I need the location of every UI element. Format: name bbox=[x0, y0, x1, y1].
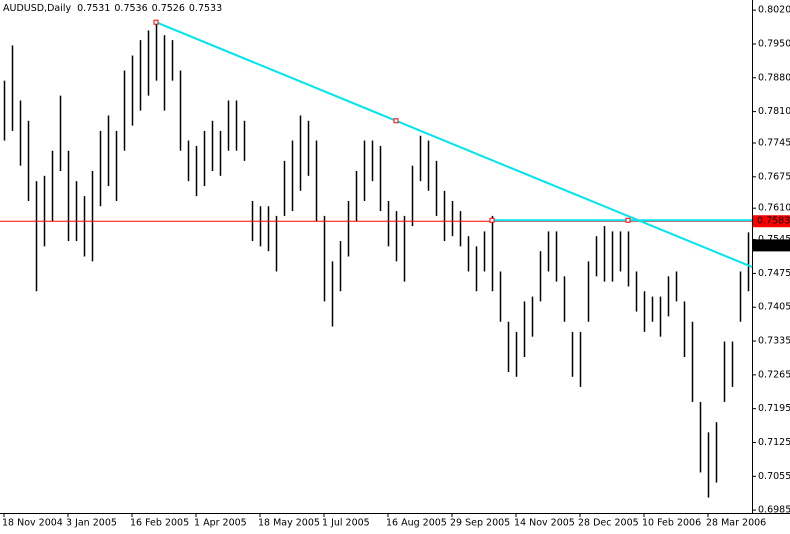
x-tick-label: 18 May 2005 bbox=[258, 518, 320, 529]
trendline-anchor bbox=[393, 118, 399, 124]
y-tick-label: 0.7335 bbox=[758, 336, 790, 347]
y-tick-label: 0.7405 bbox=[758, 302, 790, 313]
trendline-anchor bbox=[153, 19, 159, 25]
close-value: 0.7533 bbox=[189, 3, 222, 14]
hline-price-box bbox=[753, 215, 790, 228]
x-tick-label: 1 Jul 2005 bbox=[322, 518, 370, 529]
trendline-anchor bbox=[489, 217, 495, 223]
open-value: 0.7531 bbox=[77, 3, 110, 14]
x-tick-label: 10 Feb 2006 bbox=[642, 518, 701, 529]
x-tick-label: 3 Jan 2005 bbox=[66, 518, 117, 529]
low-value: 0.7526 bbox=[152, 3, 185, 14]
y-tick-label: 0.7880 bbox=[758, 72, 790, 83]
y-tick-label: 0.8020 bbox=[758, 5, 790, 16]
x-tick-label: 28 Dec 2005 bbox=[578, 518, 639, 529]
last-price-box-label: 0.7533 bbox=[757, 240, 790, 251]
y-tick-label: 0.7675 bbox=[758, 171, 790, 182]
x-tick-label: 1 Apr 2005 bbox=[194, 518, 247, 529]
chart-title: AUDUSD,Daily bbox=[3, 3, 72, 14]
y-tick-label: 0.7950 bbox=[758, 38, 790, 49]
y-tick-label: 0.6985 bbox=[758, 505, 790, 516]
x-tick-label: 14 Nov 2005 bbox=[514, 518, 575, 529]
y-tick-label: 0.7195 bbox=[758, 403, 790, 414]
x-tick-label: 29 Sep 2005 bbox=[450, 518, 510, 529]
x-tick-label: 16 Feb 2005 bbox=[130, 518, 189, 529]
x-tick-label: 16 Aug 2005 bbox=[386, 518, 447, 529]
y-tick-label: 0.7475 bbox=[758, 268, 790, 279]
y-tick-label: 0.7055 bbox=[758, 471, 790, 482]
x-tick-label: 28 Mar 2006 bbox=[706, 518, 766, 529]
last-price-box bbox=[753, 239, 790, 252]
trendline-anchor bbox=[625, 217, 631, 223]
y-tick-label: 0.7745 bbox=[758, 137, 790, 148]
y-tick-label: 0.7610 bbox=[758, 203, 790, 214]
trendline bbox=[155, 21, 753, 268]
x-tick-label: 18 Nov 2004 bbox=[2, 518, 63, 529]
y-tick-label: 0.7265 bbox=[758, 369, 790, 380]
chart-header: AUDUSD,Daily 0.7531 0.7536 0.7526 0.7533 bbox=[3, 3, 222, 14]
y-tick-label: 0.7810 bbox=[758, 106, 790, 117]
y-tick-label: 0.7125 bbox=[758, 437, 790, 448]
hline-price-box-label: 0.7583 bbox=[757, 216, 790, 227]
high-value: 0.7536 bbox=[114, 3, 147, 14]
